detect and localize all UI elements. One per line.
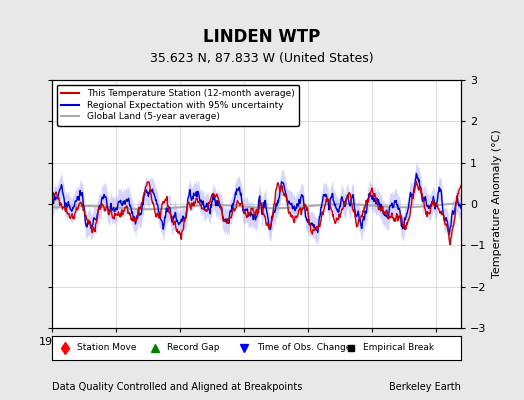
- Text: Record Gap: Record Gap: [167, 344, 220, 352]
- Text: Time of Obs. Change: Time of Obs. Change: [257, 344, 351, 352]
- Text: Station Move: Station Move: [77, 344, 136, 352]
- Text: LINDEN WTP: LINDEN WTP: [203, 28, 321, 46]
- Text: Empirical Break: Empirical Break: [363, 344, 434, 352]
- Y-axis label: Temperature Anomaly (°C): Temperature Anomaly (°C): [492, 130, 502, 278]
- Legend: This Temperature Station (12-month average), Regional Expectation with 95% uncer: This Temperature Station (12-month avera…: [57, 84, 299, 126]
- Text: Berkeley Earth: Berkeley Earth: [389, 382, 461, 392]
- Text: Data Quality Controlled and Aligned at Breakpoints: Data Quality Controlled and Aligned at B…: [52, 382, 303, 392]
- Text: 35.623 N, 87.833 W (United States): 35.623 N, 87.833 W (United States): [150, 52, 374, 65]
